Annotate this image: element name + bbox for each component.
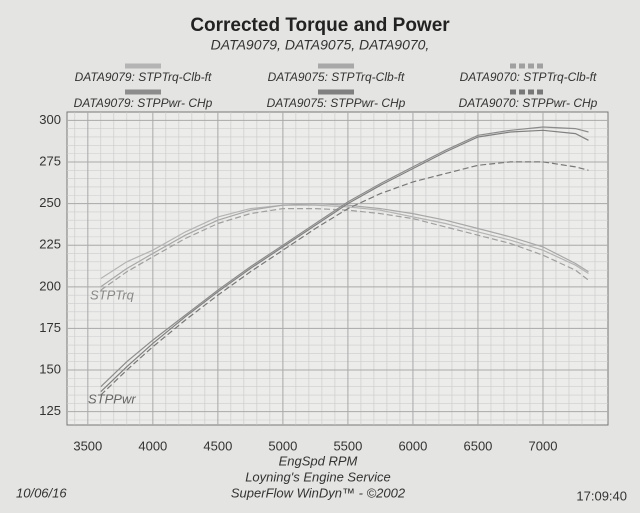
y-tick-label: 175: [39, 320, 61, 335]
plot-area: [66, 111, 609, 426]
annotation: STPTrq: [90, 287, 135, 302]
x-tick-label: 7000: [529, 438, 558, 453]
footer: Loyning's Engine Service: [245, 469, 391, 484]
legend-label: DATA9075: STPPwr- CHp: [267, 96, 406, 110]
chart-title: Corrected Torque and Power: [190, 15, 450, 36]
x-tick-label: 6000: [398, 438, 427, 453]
legend-label: DATA9070: STPPwr- CHp: [459, 96, 598, 110]
legend-label: DATA9070: STPTrq-Clb-ft: [460, 70, 597, 84]
series-line: [100, 204, 589, 280]
x-tick-label: 5500: [333, 438, 362, 453]
series-line: [100, 129, 589, 393]
time: 17:09:40: [576, 488, 627, 503]
x-axis-label: EngSpd RPM: [279, 453, 358, 468]
legend-label: DATA9079: STPPwr- CHp: [74, 96, 213, 110]
x-tick-label: 6500: [463, 438, 492, 453]
y-tick-label: 125: [39, 403, 61, 418]
y-tick-label: 200: [39, 278, 61, 293]
series-line: [100, 161, 589, 396]
legend-label: DATA9075: STPTrq-Clb-ft: [268, 70, 405, 84]
y-tick-label: 250: [39, 195, 61, 210]
x-tick-label: 3500: [73, 438, 102, 453]
y-tick-label: 300: [39, 112, 61, 127]
series-line: [100, 126, 589, 388]
annotation: STPPwr: [88, 391, 136, 406]
legend-label: DATA9079: STPTrq-Clb-ft: [75, 70, 212, 84]
y-tick-label: 275: [39, 153, 61, 168]
x-tick-label: 4000: [138, 438, 167, 453]
series-line: [100, 208, 589, 291]
x-tick-label: 4500: [203, 438, 232, 453]
x-tick-label: 5000: [268, 438, 297, 453]
date: 10/06/16: [16, 485, 67, 500]
series-line: [100, 202, 589, 288]
footer: SuperFlow WinDyn™ - ©2002: [231, 485, 406, 500]
y-tick-label: 225: [39, 237, 61, 252]
y-tick-label: 150: [39, 361, 61, 376]
chart-subtitle: DATA9079, DATA9075, DATA9070,: [211, 37, 430, 53]
